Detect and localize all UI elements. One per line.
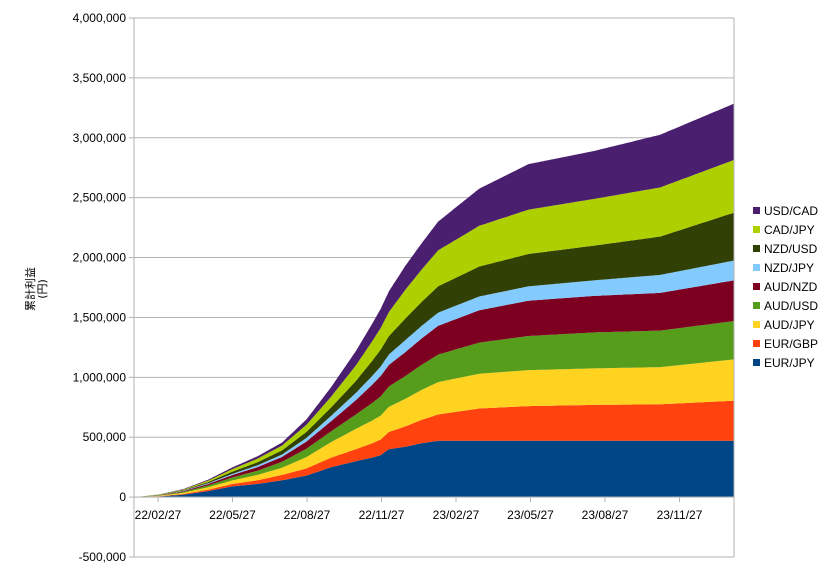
x-tick-labels: 22/02/27 22/05/27 22/08/27 22/11/27 23/02/27…	[135, 497, 703, 522]
legend-label: AUD/NZD	[764, 280, 818, 294]
y-tick-label: 3,000,000	[73, 131, 127, 145]
y-axis-label-line1: 累計利益	[23, 267, 37, 311]
y-tick-label: 3,500,000	[73, 71, 127, 85]
legend-label: EUR/JPY	[764, 356, 815, 370]
legend-label: AUD/JPY	[764, 318, 815, 332]
legend-label: USD/CAD	[764, 204, 818, 218]
y-tick-labels: 4,000,000 3,500,000 3,000,000 2,500,000 2,00…	[73, 11, 127, 564]
legend-label: AUD/USD	[764, 299, 818, 313]
legend-swatch	[753, 340, 760, 347]
legend-label: NZD/USD	[764, 242, 818, 256]
legend-label: CAD/JPY	[764, 223, 815, 237]
legend: USD/CAD CAD/JPY NZD/USD NZD/JPY AUD/NZD AUD/U…	[753, 204, 818, 370]
legend-swatch	[753, 207, 760, 214]
y-tick-label: 2,000,000	[73, 251, 127, 265]
y-tick-label: 500,000	[83, 430, 127, 444]
area-eur-jpy	[134, 440, 734, 498]
area-nzd-usd	[134, 212, 734, 498]
x-tick-label: 22/02/27	[135, 508, 182, 522]
x-tick-label: 22/05/27	[209, 508, 256, 522]
y-tick-label: 1,500,000	[73, 310, 127, 324]
area-usd-cad	[134, 103, 734, 498]
legend-swatch	[753, 226, 760, 233]
legend-label: NZD/JPY	[764, 261, 814, 275]
legend-swatch	[753, 302, 760, 309]
x-tick-label: 22/11/27	[359, 508, 405, 522]
y-tick-label: 4,000,000	[73, 11, 127, 25]
x-tick-label: 23/11/27	[657, 508, 703, 522]
y-tick-label: -500,000	[79, 550, 127, 564]
y-axis-label-line2: (円)	[36, 279, 49, 299]
x-tick-label: 22/08/27	[284, 508, 331, 522]
area-aud-jpy	[134, 359, 734, 498]
axes	[133, 18, 735, 557]
y-tick-label: 1,000,000	[73, 370, 127, 384]
legend-label: EUR/GBP	[764, 337, 818, 351]
y-axis-label: 累計利益 (円)	[23, 267, 49, 311]
area-aud-usd	[134, 321, 734, 498]
area-cad-jpy	[134, 159, 734, 498]
y-tick-label: 0	[119, 490, 126, 504]
x-tick-label: 23/05/27	[507, 508, 554, 522]
legend-swatch	[753, 359, 760, 366]
legend-swatch	[753, 264, 760, 271]
area-aud-nzd	[134, 280, 734, 498]
legend-swatch	[753, 321, 760, 328]
area-nzd-jpy	[134, 260, 734, 498]
legend-swatch	[753, 245, 760, 252]
area-eur-gbp	[134, 400, 734, 498]
area-series	[134, 103, 734, 498]
x-tick-label: 23/08/27	[582, 508, 629, 522]
y-tick-label: 2,500,000	[73, 191, 127, 205]
legend-swatch	[753, 283, 760, 290]
x-tick-label: 23/02/27	[433, 508, 480, 522]
